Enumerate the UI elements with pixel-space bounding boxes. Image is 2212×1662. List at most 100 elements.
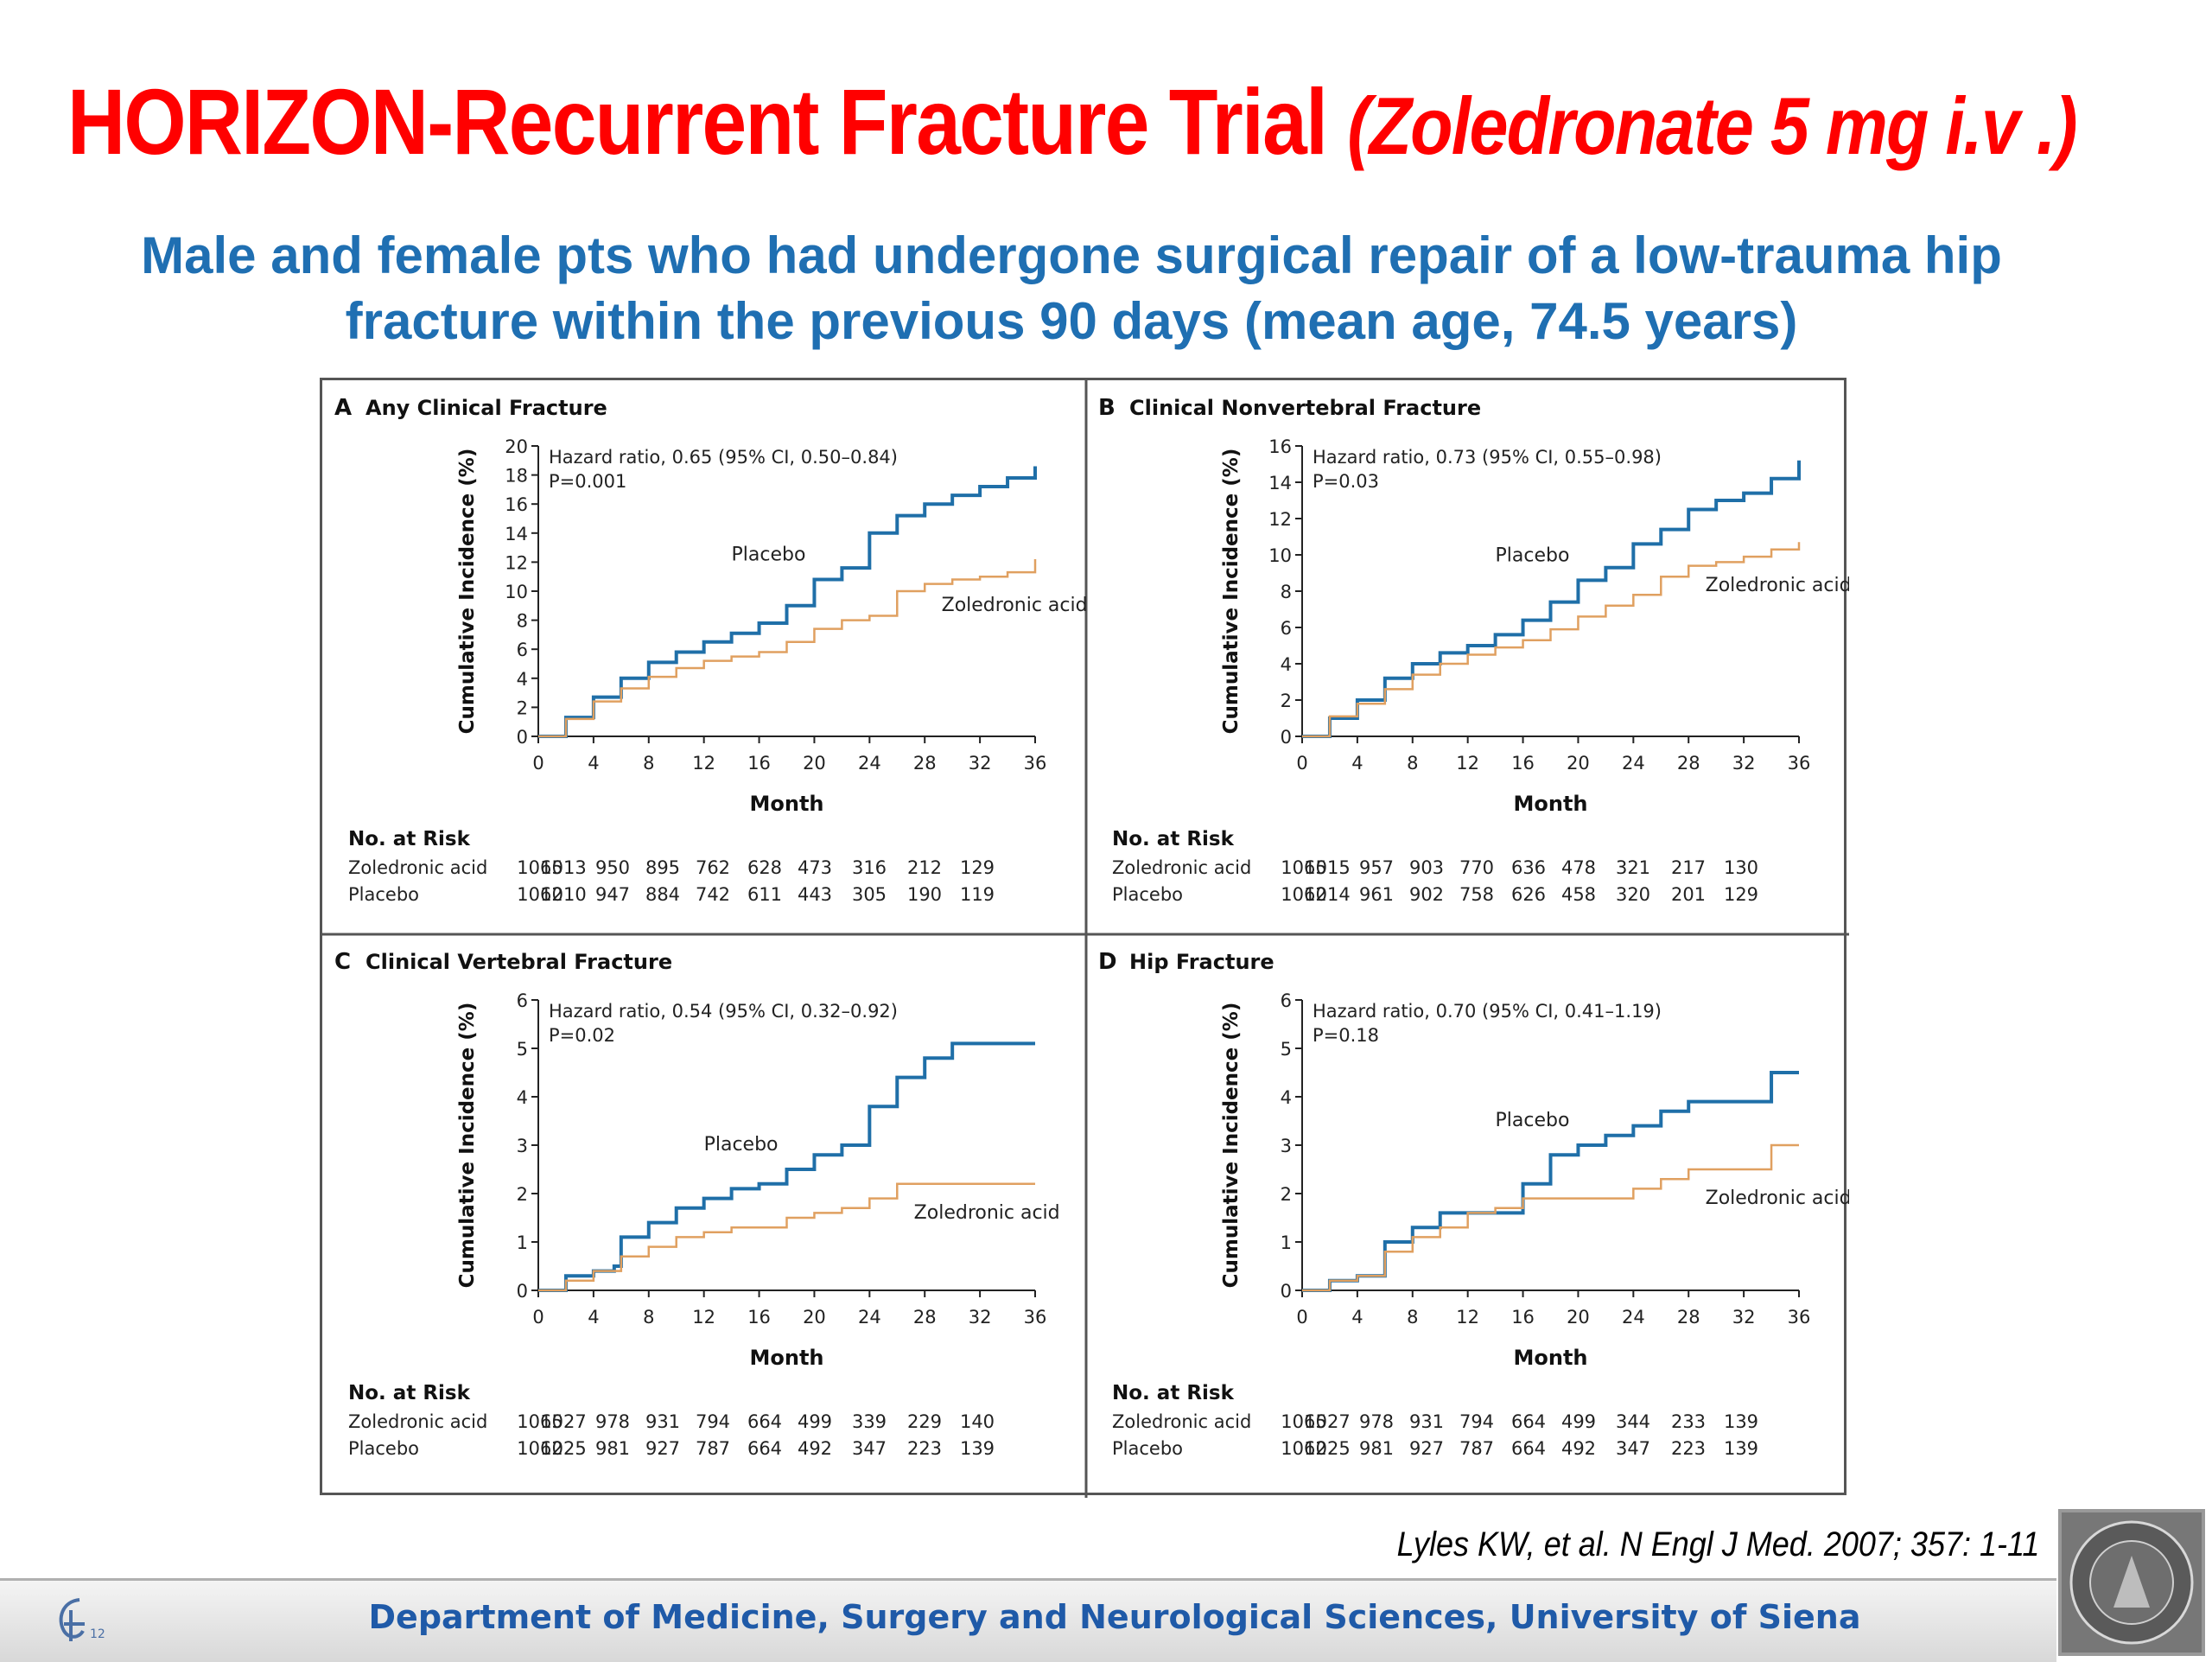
panel-c-y-axis-label: Cumulative Incidence (%) bbox=[456, 1003, 479, 1289]
panel-b-y-tick-label: 6 bbox=[1281, 618, 1292, 639]
panel-b-risk-value: 320 bbox=[1616, 884, 1650, 905]
panel-d-risk-value: 664 bbox=[1511, 1438, 1546, 1459]
panel-d-x-tick-label: 16 bbox=[1511, 1307, 1535, 1328]
panel-b-x-tick-label: 0 bbox=[1296, 753, 1307, 774]
panel-a-x-tick-label: 32 bbox=[969, 753, 992, 774]
panel-a-x-tick-label: 24 bbox=[858, 753, 881, 774]
panel-d-y-axis-label: Cumulative Incidence (%) bbox=[1220, 1003, 1243, 1289]
panel-a-x-tick-label: 28 bbox=[913, 753, 937, 774]
panel-d-risk-value: 344 bbox=[1616, 1411, 1650, 1432]
panel-b-risk-value: 902 bbox=[1409, 884, 1444, 905]
panel-d-x-tick-label: 24 bbox=[1622, 1307, 1645, 1328]
panel-d-risk-value: 347 bbox=[1616, 1438, 1650, 1459]
panel-d-risk-value: 499 bbox=[1561, 1411, 1596, 1432]
panel-d-risk-value: 794 bbox=[1459, 1411, 1494, 1432]
panel-a-risk-value: 119 bbox=[960, 884, 995, 905]
panel-a-risk-value: 443 bbox=[798, 884, 832, 905]
panel-b-title: Clinical Nonvertebral Fracture bbox=[1129, 396, 1481, 420]
panel-c-risk-value: 140 bbox=[960, 1411, 995, 1432]
panel-b-x-tick-label: 4 bbox=[1351, 753, 1363, 774]
panel-c-y-tick-label: 6 bbox=[517, 990, 528, 1011]
panel-b-risk-value: 758 bbox=[1459, 884, 1494, 905]
panel-c-risk-value: 978 bbox=[595, 1411, 630, 1432]
panel-b-p-value: P=0.03 bbox=[1313, 471, 1379, 492]
panel-d-risk-value: 981 bbox=[1359, 1438, 1394, 1459]
panel-b-risk-value: 903 bbox=[1409, 857, 1444, 878]
panel-d-x-tick-label: 0 bbox=[1296, 1307, 1307, 1328]
panel-d-placebo-line bbox=[1302, 1073, 1799, 1290]
panel-a-hazard-ratio: Hazard ratio, 0.65 (95% CI, 0.50–0.84) bbox=[549, 447, 898, 468]
panel-c-risk-value: 347 bbox=[852, 1438, 887, 1459]
panel-c-y-tick-label: 5 bbox=[517, 1039, 528, 1060]
panel-c-x-tick-label: 16 bbox=[747, 1307, 771, 1328]
panel-a-x-tick-label: 16 bbox=[747, 753, 771, 774]
slide-subtitle: Male and female pts who had undergone su… bbox=[35, 223, 2108, 354]
panel-c-risk-value: 794 bbox=[696, 1411, 730, 1432]
panel-a-zoledronic-line bbox=[538, 559, 1035, 736]
panel-b-risk-value: 321 bbox=[1616, 857, 1650, 878]
panel-a-title: Any Clinical Fracture bbox=[365, 396, 607, 420]
panel-d-x-tick-label: 4 bbox=[1351, 1307, 1363, 1328]
panel-d-risk-value: 1027 bbox=[1304, 1411, 1350, 1432]
panel-a-risk-value: 305 bbox=[852, 884, 887, 905]
panel-b-y-tick-label: 0 bbox=[1281, 727, 1292, 748]
panel-c-risk-value: 492 bbox=[798, 1438, 832, 1459]
panel-b-zoledronic-line bbox=[1302, 542, 1799, 736]
panel-b-y-tick-label: 14 bbox=[1268, 473, 1292, 494]
panel-c-placebo-line bbox=[538, 1043, 1035, 1290]
panel-b-x-tick-label: 12 bbox=[1456, 753, 1479, 774]
subtitle-line-2: fracture within the previous 90 days (me… bbox=[35, 289, 2108, 354]
panel-a-x-tick-label: 36 bbox=[1024, 753, 1047, 774]
panel-d-risk-value: 492 bbox=[1561, 1438, 1596, 1459]
panel-a-y-tick-label: 18 bbox=[505, 466, 528, 487]
panel-d-placebo-label: Placebo bbox=[1496, 1110, 1570, 1131]
panel-d-y-tick-label: 3 bbox=[1281, 1136, 1292, 1156]
panel-a-y-tick-label: 16 bbox=[505, 494, 528, 515]
panel-c-x-axis-label: Month bbox=[749, 1346, 823, 1370]
panel-b-zoledronic-label: Zoledronic acid bbox=[1706, 575, 1849, 596]
panel-d-risk-row-label: Zoledronic acid bbox=[1112, 1411, 1251, 1432]
panel-d-hazard-ratio: Hazard ratio, 0.70 (95% CI, 0.41–1.19) bbox=[1313, 1001, 1662, 1022]
panel-a-risk-row-label: Zoledronic acid bbox=[348, 857, 487, 878]
panel-c-risk-value: 981 bbox=[595, 1438, 630, 1459]
panel-b-placebo-label: Placebo bbox=[1496, 544, 1570, 566]
footer-department: Department of Medicine, Surgery and Neur… bbox=[0, 1598, 2212, 1636]
panel-d-y-tick-label: 0 bbox=[1281, 1281, 1292, 1302]
panel-b-risk-value: 217 bbox=[1671, 857, 1706, 878]
panel-a-risk-value: 884 bbox=[645, 884, 680, 905]
panel-d-risk-value: 787 bbox=[1459, 1438, 1494, 1459]
panel-d-risk-value: 1025 bbox=[1304, 1438, 1350, 1459]
panel-b-x-tick-label: 20 bbox=[1567, 753, 1590, 774]
panel-c-risk-row-label: Placebo bbox=[348, 1438, 419, 1459]
panel-a-y-tick-label: 4 bbox=[517, 669, 528, 690]
panel-c-x-tick-label: 8 bbox=[643, 1307, 654, 1328]
panel-d-risk-value: 223 bbox=[1671, 1438, 1706, 1459]
panel-a-risk-value: 473 bbox=[798, 857, 832, 878]
panel-c-zoledronic-line bbox=[538, 1184, 1035, 1290]
panel-d-risk-value: 664 bbox=[1511, 1411, 1546, 1432]
panel-a-risk-value: 895 bbox=[645, 857, 680, 878]
panel-b-risk-heading: No. at Risk bbox=[1112, 828, 1235, 850]
panel-b-risk-value: 130 bbox=[1724, 857, 1758, 878]
panel-c-title: Clinical Vertebral Fracture bbox=[365, 950, 672, 974]
panel-b-x-tick-label: 24 bbox=[1622, 753, 1645, 774]
panel-b-risk-value: 478 bbox=[1561, 857, 1596, 878]
panel-b-risk-value: 201 bbox=[1671, 884, 1706, 905]
panel-c-y-tick-label: 2 bbox=[517, 1184, 528, 1205]
panel-a-p-value: P=0.001 bbox=[549, 471, 626, 492]
panel-a-risk-value: 1010 bbox=[540, 884, 586, 905]
panel-b-y-axis-label: Cumulative Incidence (%) bbox=[1220, 449, 1243, 735]
panel-d-y-tick-label: 2 bbox=[1281, 1184, 1292, 1205]
panel-a-risk-value: 762 bbox=[696, 857, 730, 878]
panel-c-x-tick-label: 28 bbox=[913, 1307, 937, 1328]
panel-b-y-tick-label: 16 bbox=[1268, 436, 1292, 457]
panel-c-p-value: P=0.02 bbox=[549, 1025, 615, 1046]
panel-c-x-tick-label: 20 bbox=[803, 1307, 826, 1328]
panel-b-hazard-ratio: Hazard ratio, 0.73 (95% CI, 0.55–0.98) bbox=[1313, 447, 1662, 468]
panel-a-risk-value: 316 bbox=[852, 857, 887, 878]
panel-b-risk-value: 957 bbox=[1359, 857, 1394, 878]
panel-b-risk-row-label: Zoledronic acid bbox=[1112, 857, 1251, 878]
panel-b-y-tick-label: 2 bbox=[1281, 691, 1292, 711]
